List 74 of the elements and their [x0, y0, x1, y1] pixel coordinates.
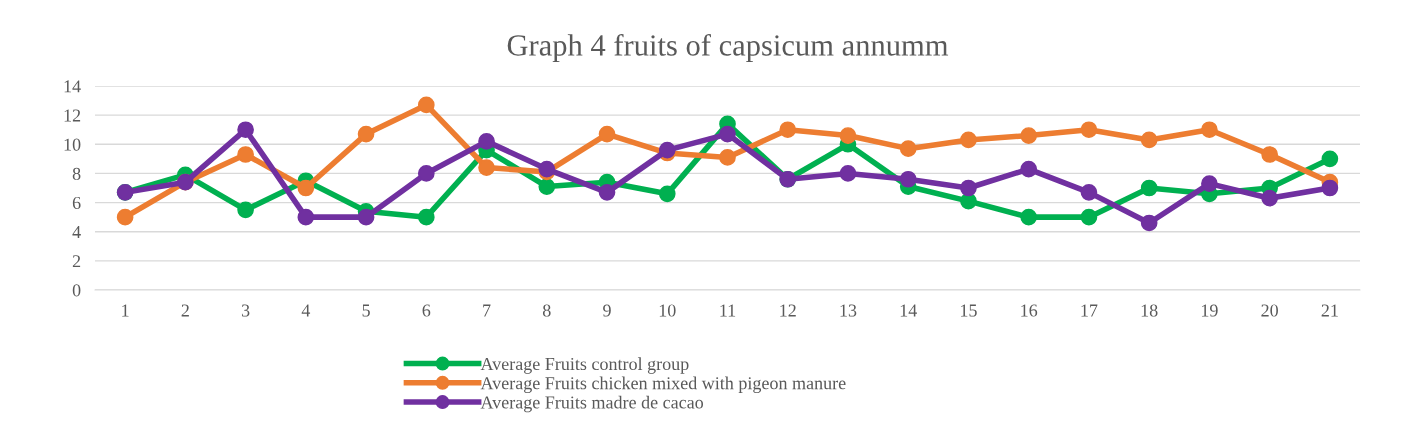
- x-tick-label: 5: [362, 304, 370, 317]
- x-tick-label: 12: [780, 304, 796, 317]
- x-tick-label: 18: [1141, 304, 1158, 317]
- point: [1140, 214, 1158, 232]
- point: [478, 159, 495, 176]
- point: [899, 140, 917, 157]
- point: [417, 208, 435, 226]
- x-tick-label: 8: [542, 304, 551, 317]
- point: [1140, 131, 1158, 149]
- point: [1080, 184, 1098, 201]
- point: [237, 121, 254, 139]
- point: [357, 125, 375, 143]
- x-tick-label: 9: [603, 304, 611, 317]
- point: [658, 185, 676, 203]
- point: [1140, 179, 1158, 197]
- point: [357, 208, 375, 226]
- x-tick-label: 17: [1081, 304, 1098, 317]
- y-tick-label: 0: [72, 284, 81, 297]
- point: [1321, 179, 1339, 197]
- y-tick-label: 2: [72, 255, 81, 268]
- x-tick-label: 19: [1201, 304, 1218, 317]
- point: [960, 179, 977, 197]
- x-tick-label: 1: [122, 304, 129, 317]
- x-tick-label: 14: [900, 304, 917, 317]
- x-tick-label: 16: [1021, 304, 1038, 317]
- point: [1261, 189, 1278, 207]
- x-tick-label: 21: [1321, 304, 1338, 317]
- point: [417, 96, 435, 114]
- point: [899, 170, 917, 188]
- y-tick-label: 6: [72, 196, 81, 210]
- legend-label: Average Fruits chicken mixed with pigeon manure: [480, 376, 846, 394]
- x-tick-label: 4: [301, 304, 311, 317]
- point: [1261, 146, 1278, 163]
- point: [1321, 150, 1339, 168]
- x-tick-label: 11: [720, 304, 736, 317]
- point: [598, 125, 616, 143]
- point: [839, 165, 857, 182]
- y-tick-label: 14: [64, 80, 81, 93]
- point: [116, 208, 134, 226]
- point: [1020, 208, 1038, 226]
- y-tick-label: 8: [72, 167, 81, 180]
- point: [237, 146, 254, 163]
- legend-label: Average Fruits control group: [480, 357, 689, 374]
- point: [297, 208, 315, 226]
- chart-title: Graph 4 fruits of capsicum annumm: [507, 33, 949, 62]
- point: [237, 201, 254, 219]
- point: [1201, 121, 1218, 139]
- point: [839, 127, 857, 144]
- point: [1080, 208, 1098, 226]
- y-tick-label: 12: [64, 109, 81, 122]
- point: [297, 179, 315, 197]
- x-tick-label: 13: [840, 304, 857, 317]
- y-tick-label: 10: [64, 138, 81, 151]
- point: [1201, 175, 1218, 192]
- y-tick-label: 4: [72, 226, 81, 238]
- point: [598, 184, 616, 201]
- point: [478, 133, 495, 150]
- x-tick-label: 3: [241, 304, 250, 317]
- point: [417, 165, 435, 182]
- x-tick-label: 7: [483, 304, 491, 317]
- point: [1020, 160, 1038, 178]
- point: [719, 149, 736, 166]
- point: [779, 121, 797, 139]
- x-tick-label: 20: [1261, 304, 1278, 317]
- point: [719, 125, 736, 143]
- point: [960, 131, 977, 149]
- x-tick-label: 6: [422, 304, 431, 317]
- point: [538, 178, 556, 195]
- x-tick-label: 15: [961, 304, 977, 317]
- x-tick-label: 2: [181, 304, 189, 317]
- point: [1020, 127, 1038, 144]
- legend-label: Average Fruits madre de cacao: [480, 395, 704, 413]
- x-tick-label: 10: [659, 304, 676, 317]
- point: [1080, 121, 1098, 139]
